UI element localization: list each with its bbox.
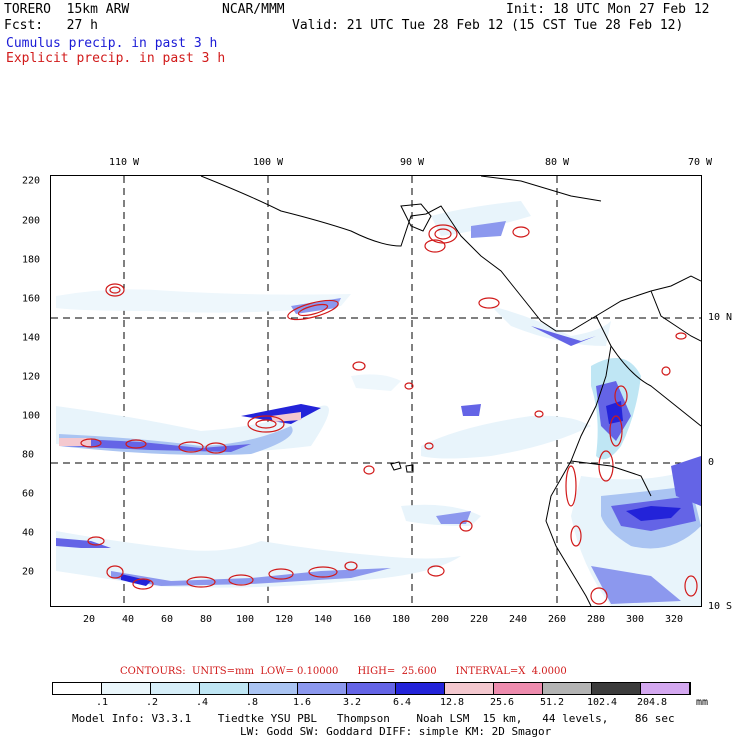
colorbar-cell (200, 683, 249, 694)
colorbar-label: 102.4 (586, 697, 618, 708)
x-tick: 280 (586, 614, 606, 625)
x-tick: 260 (547, 614, 567, 625)
lat-label-10n: 10 N (708, 312, 733, 323)
y-tick: 200 (22, 215, 41, 227)
colorbar-cell (298, 683, 347, 694)
colorbar-cell (641, 683, 690, 694)
x-tick: 180 (391, 614, 411, 625)
colorbar-label: 6.4 (392, 697, 412, 708)
lon-label-70w: 70 W (687, 157, 713, 168)
coastlines (200, 175, 702, 607)
colorbar-units: mm (696, 697, 709, 708)
lon-label-100w: 100 W (252, 157, 284, 168)
legend-explicit: Explicit precip. in past 3 h (6, 51, 226, 66)
y-tick: 40 (22, 527, 35, 539)
y-tick: 140 (22, 332, 41, 344)
precip-map (51, 175, 702, 607)
y-tick: 80 (22, 449, 35, 461)
x-tick: 100 (235, 614, 255, 625)
x-tick: 80 (199, 614, 213, 625)
x-tick: 240 (508, 614, 528, 625)
colorbar-cell (592, 683, 641, 694)
colorbar-cell (53, 683, 102, 694)
x-tick: 200 (430, 614, 450, 625)
colorbar-label: .1 (95, 697, 109, 708)
colorbar-label: .8 (245, 697, 259, 708)
colorbar-label: 1.6 (292, 697, 312, 708)
x-tick: 120 (274, 614, 294, 625)
x-tick: 40 (121, 614, 135, 625)
x-tick: 320 (664, 614, 684, 625)
lat-label-0: 0 (708, 457, 715, 468)
contours-info: CONTOURS: UNITS=mm LOW= 0.10000 HIGH= 25… (120, 666, 567, 677)
x-tick: 60 (160, 614, 174, 625)
forecast-hour: Fcst: 27 h (4, 18, 98, 33)
colorbar-label: 3.2 (342, 697, 362, 708)
colorbar-cell (445, 683, 494, 694)
y-tick: 100 (22, 410, 41, 422)
y-tick: 220 (22, 175, 41, 187)
colorbar-cell (396, 683, 445, 694)
model-title: TORERO 15km ARW (4, 2, 130, 17)
colorbar (52, 682, 691, 695)
map-frame (50, 175, 702, 607)
cumulus-precip (56, 201, 701, 606)
colorbar-cell (151, 683, 200, 694)
y-tick: 60 (22, 488, 35, 500)
lat-label-10s: 10 S (708, 601, 733, 612)
x-tick: 20 (82, 614, 96, 625)
colorbar-cell (102, 683, 151, 694)
model-info: Model Info: V3.3.1 Tiedtke YSU PBL Thomp… (72, 712, 675, 725)
lon-label-80w: 80 W (544, 157, 570, 168)
explicit-precip-contours (80, 224, 698, 605)
init-time: Init: 18 UTC Mon 27 Feb 12 (506, 2, 710, 17)
colorbar-label: .4 (195, 697, 209, 708)
physics-info: LW: Godd SW: Goddard DIFF: simple KM: 2D… (240, 725, 552, 738)
x-tick: 300 (625, 614, 645, 625)
x-tick: 220 (469, 614, 489, 625)
colorbar-cell (249, 683, 298, 694)
y-tick: 180 (22, 254, 41, 266)
colorbar-cell (494, 683, 543, 694)
y-tick: 160 (22, 293, 41, 305)
org-label: NCAR/MMM (222, 2, 285, 17)
y-tick: 120 (22, 371, 41, 383)
x-tick: 140 (313, 614, 333, 625)
colorbar-label: .2 (145, 697, 159, 708)
colorbar-label: 51.2 (539, 697, 565, 708)
x-tick: 160 (352, 614, 372, 625)
colorbar-label: 12.8 (439, 697, 465, 708)
valid-time: Valid: 21 UTC Tue 28 Feb 12 (15 CST Tue … (292, 18, 684, 33)
lon-label-110w: 110 W (108, 157, 140, 168)
y-tick: 20 (22, 566, 35, 578)
colorbar-cell (347, 683, 396, 694)
legend-cumulus: Cumulus precip. in past 3 h (6, 36, 218, 51)
colorbar-cell (543, 683, 592, 694)
colorbar-label: 204.8 (636, 697, 668, 708)
colorbar-label: 25.6 (489, 697, 515, 708)
lon-label-90w: 90 W (399, 157, 425, 168)
